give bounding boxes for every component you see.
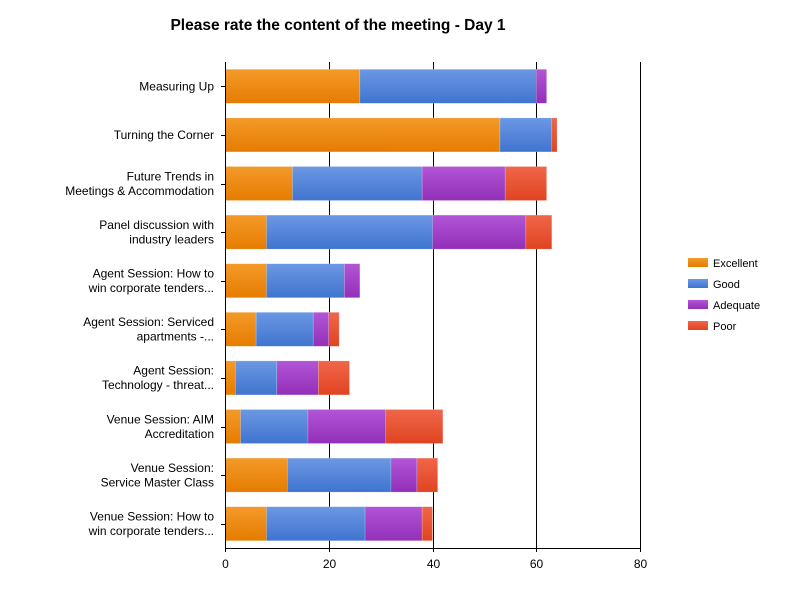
legend-label: Poor	[713, 321, 737, 333]
bar-poor	[318, 360, 350, 396]
category-label: Measuring Up	[139, 79, 214, 93]
bar-adequate	[276, 360, 319, 396]
bar-adequate	[312, 312, 329, 347]
legend-swatch	[688, 258, 708, 267]
bar-excellent	[224, 409, 241, 444]
category-label: Technology - threat...	[102, 378, 214, 392]
category-label: Agent Session:	[133, 364, 214, 378]
bar-poor	[525, 214, 553, 250]
bar-adequate	[432, 214, 527, 250]
bar-excellent	[224, 166, 293, 201]
x-tick-label: 0	[222, 557, 229, 571]
category-label: Meetings & Accommodation	[65, 184, 214, 198]
bar-good	[266, 263, 345, 298]
bar-adequate	[536, 69, 547, 104]
category-label: Venue Session:	[131, 461, 214, 475]
bar-good	[266, 506, 366, 541]
legend-label: Good	[713, 279, 740, 291]
bar-good	[499, 117, 553, 153]
bar-good	[287, 457, 392, 493]
category-label: Turning the Corner	[114, 128, 214, 142]
bar-good	[359, 69, 537, 104]
category-label: apartments -...	[137, 330, 214, 344]
category-label: Agent Session: Serviced	[83, 315, 214, 329]
legend-swatch	[688, 321, 708, 330]
bar-good	[266, 214, 433, 250]
bar-excellent	[224, 312, 257, 347]
bar-excellent	[224, 263, 267, 298]
bar-adequate	[344, 263, 361, 298]
bar-poor	[385, 409, 444, 444]
x-tick-label: 20	[323, 557, 337, 571]
bar-excellent	[224, 214, 267, 250]
bar-excellent	[224, 69, 361, 104]
bar-good	[235, 360, 278, 396]
legend-label: Adequate	[713, 300, 760, 312]
x-tick-label: 60	[530, 557, 544, 571]
bar-good	[240, 409, 309, 444]
bar-adequate	[390, 457, 418, 493]
bar-excellent	[224, 360, 236, 396]
category-label: Panel discussion with	[99, 218, 214, 232]
bars	[224, 69, 558, 541]
legend-swatch	[688, 279, 708, 288]
bar-poor	[328, 312, 340, 347]
bar-poor	[551, 117, 558, 153]
bar-adequate	[307, 409, 387, 444]
category-label: industry leaders	[129, 232, 214, 246]
category-label: Venue Session: How to	[90, 509, 214, 523]
bar-adequate	[421, 166, 506, 201]
category-label: Venue Session: AIM	[107, 412, 214, 426]
bar-poor	[421, 506, 433, 541]
bar-excellent	[224, 117, 501, 153]
bar-poor	[504, 166, 547, 201]
category-label: win corporate tenders...	[88, 524, 214, 538]
bar-adequate	[364, 506, 423, 541]
bar-poor	[416, 457, 438, 493]
legend: Excellent Good Adequate Poor	[688, 258, 760, 333]
bar-good	[255, 312, 314, 347]
x-tick-label: 40	[427, 557, 441, 571]
axes: 0 20 40 60 80 Measuring Up Turning the Corner F…	[65, 62, 647, 571]
bar-excellent	[224, 506, 267, 541]
bar-excellent	[224, 457, 288, 493]
category-label: Future Trends in	[127, 169, 214, 183]
category-label: win corporate tenders...	[88, 281, 214, 295]
category-label: Agent Session: How to	[93, 266, 215, 280]
category-label: Accreditation	[145, 427, 214, 441]
bar-good	[292, 166, 423, 201]
category-label: Service Master Class	[101, 475, 214, 489]
legend-swatch	[688, 300, 708, 309]
legend-label: Excellent	[713, 258, 758, 270]
chart-title: Please rate the content of the meeting -…	[170, 17, 506, 34]
x-tick-label: 80	[634, 557, 648, 571]
